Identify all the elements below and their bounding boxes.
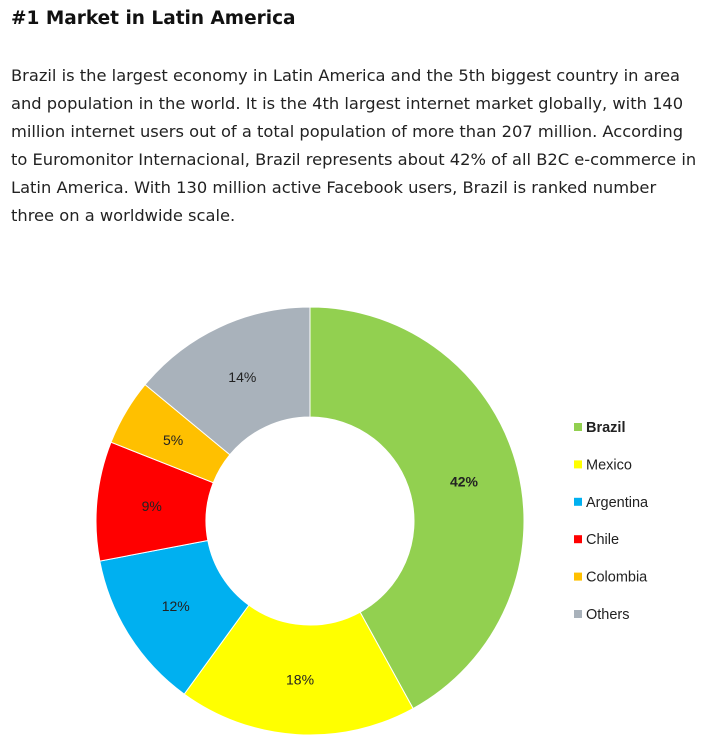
data-label-others: 14%: [228, 369, 256, 385]
paragraph-line: Latin America. With 130 million active F…: [11, 178, 657, 197]
legend-label-colombia: Colombia: [586, 570, 648, 586]
legend-swatch-chile: [574, 535, 582, 544]
legend-label-others: Others: [586, 607, 630, 623]
data-label-chile: 9%: [142, 498, 162, 514]
paragraph-line: three on a worldwide scale.: [11, 206, 236, 225]
data-label-argentina: 12%: [162, 598, 190, 614]
legend-label-mexico: Mexico: [586, 457, 632, 473]
chart-legend: Brazil Mexico Argentina Chile Colombia Others: [574, 420, 649, 623]
paragraph-line: Brazil is the largest economy in Latin A…: [11, 66, 680, 85]
data-label-mexico: 18%: [286, 672, 314, 688]
slice-mexico: [183, 604, 414, 736]
legend-label-brazil: Brazil: [586, 420, 626, 436]
page-heading: #1 Market in Latin America: [11, 8, 296, 29]
data-label-colombia: 5%: [163, 432, 183, 448]
intro-paragraph: Brazil is the largest economy in Latin A…: [11, 62, 707, 230]
data-label-brazil: 42%: [450, 473, 479, 489]
slice-others: [144, 306, 311, 456]
legend-swatch-mexico: [574, 460, 582, 469]
paragraph-line: to Euromonitor Internacional, Brazil rep…: [11, 150, 697, 169]
legend-swatch-argentina: [574, 497, 582, 506]
legend-label-argentina: Argentina: [586, 495, 649, 511]
donut-data-labels: 42% 18% 12% 9% 5% 14%: [142, 369, 479, 688]
legend-swatch-colombia: [574, 572, 582, 581]
paragraph-line: million internet users out of a total po…: [11, 122, 684, 141]
legend-label-chile: Chile: [586, 532, 619, 548]
donut-slices: [95, 306, 525, 736]
legend-swatch-brazil: [574, 423, 582, 431]
slice-brazil: [309, 306, 525, 710]
paragraph-line: and population in the world. It is the 4…: [11, 94, 684, 113]
legend-swatch-others: [574, 610, 582, 618]
